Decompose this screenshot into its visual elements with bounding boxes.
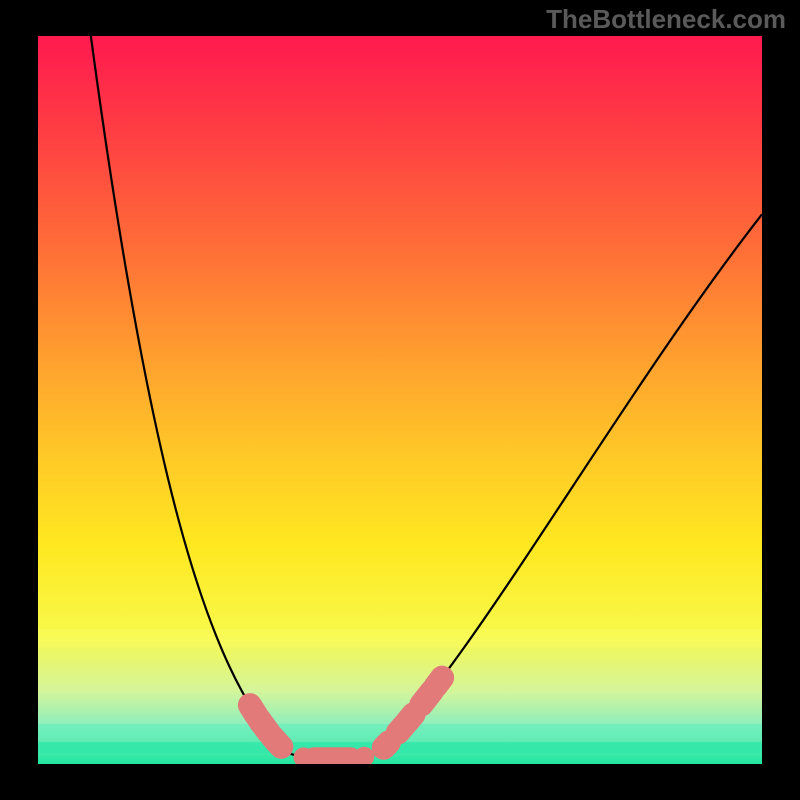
gradient-background [38, 36, 762, 764]
gradient-band-0 [38, 629, 762, 647]
curve-marker-dot [354, 747, 374, 767]
watermark-text: TheBottleneck.com [546, 4, 786, 35]
